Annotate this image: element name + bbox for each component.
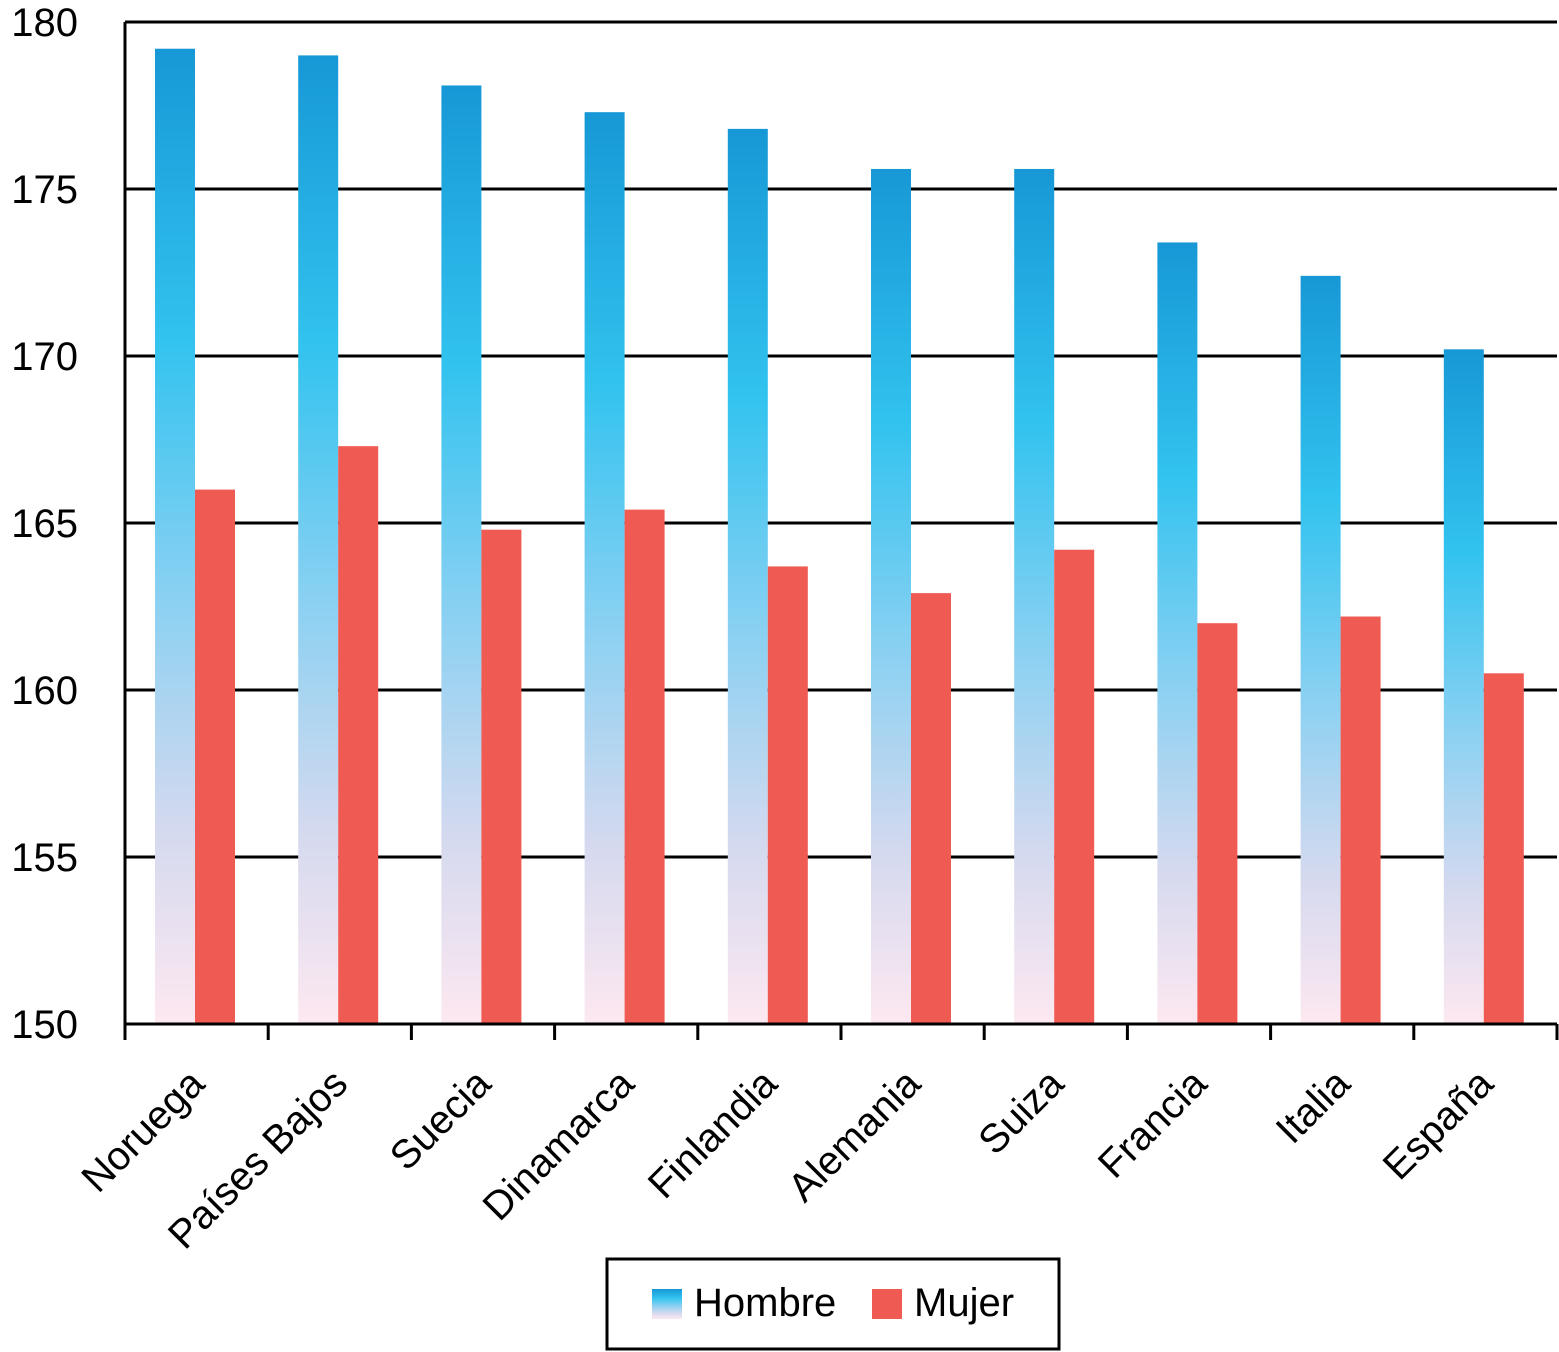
bar [1197, 623, 1238, 1024]
y-tick-label: 150 [11, 1003, 78, 1047]
legend-swatch [872, 1289, 902, 1319]
x-tick-label: Suiza [970, 1061, 1072, 1163]
bar [195, 489, 235, 1025]
y-tick-label: 155 [11, 836, 78, 880]
x-tick-label: Finlandia [640, 1061, 786, 1207]
x-tick-label: Dinamarca [475, 1061, 643, 1229]
x-tick-label: Italia [1268, 1061, 1359, 1152]
bar [1054, 549, 1095, 1024]
bar [481, 529, 522, 1024]
x-tick-label: España [1375, 1061, 1503, 1189]
bar [911, 593, 951, 1024]
bar [1300, 275, 1341, 1025]
bar [1340, 616, 1381, 1024]
x-tick-label: Alemania [780, 1061, 930, 1211]
bar [767, 566, 808, 1024]
x-tick-label: Noruega [73, 1061, 213, 1201]
y-tick-label: 175 [11, 168, 78, 212]
y-tick-label: 180 [11, 1, 78, 45]
y-tick-label: 160 [11, 669, 78, 713]
bar [155, 48, 195, 1025]
bar [871, 168, 911, 1024]
bar [298, 55, 339, 1024]
bar [584, 112, 625, 1025]
legend-swatch [652, 1289, 682, 1319]
bar [441, 85, 482, 1024]
legend-box [605, 1257, 1061, 1351]
y-tick-label: 170 [11, 335, 78, 379]
bar [1443, 349, 1484, 1024]
legend-label: Mujer [914, 1281, 1014, 1325]
bar [338, 446, 379, 1024]
x-tick-label: Francia [1090, 1061, 1216, 1187]
bar [1157, 242, 1198, 1024]
bar [1014, 168, 1055, 1024]
bar [624, 509, 665, 1024]
bar [727, 128, 768, 1024]
y-tick-label: 165 [11, 502, 78, 546]
x-tick-label: Suecia [382, 1061, 500, 1179]
bar [1483, 673, 1524, 1024]
legend-label: Hombre [694, 1281, 836, 1325]
